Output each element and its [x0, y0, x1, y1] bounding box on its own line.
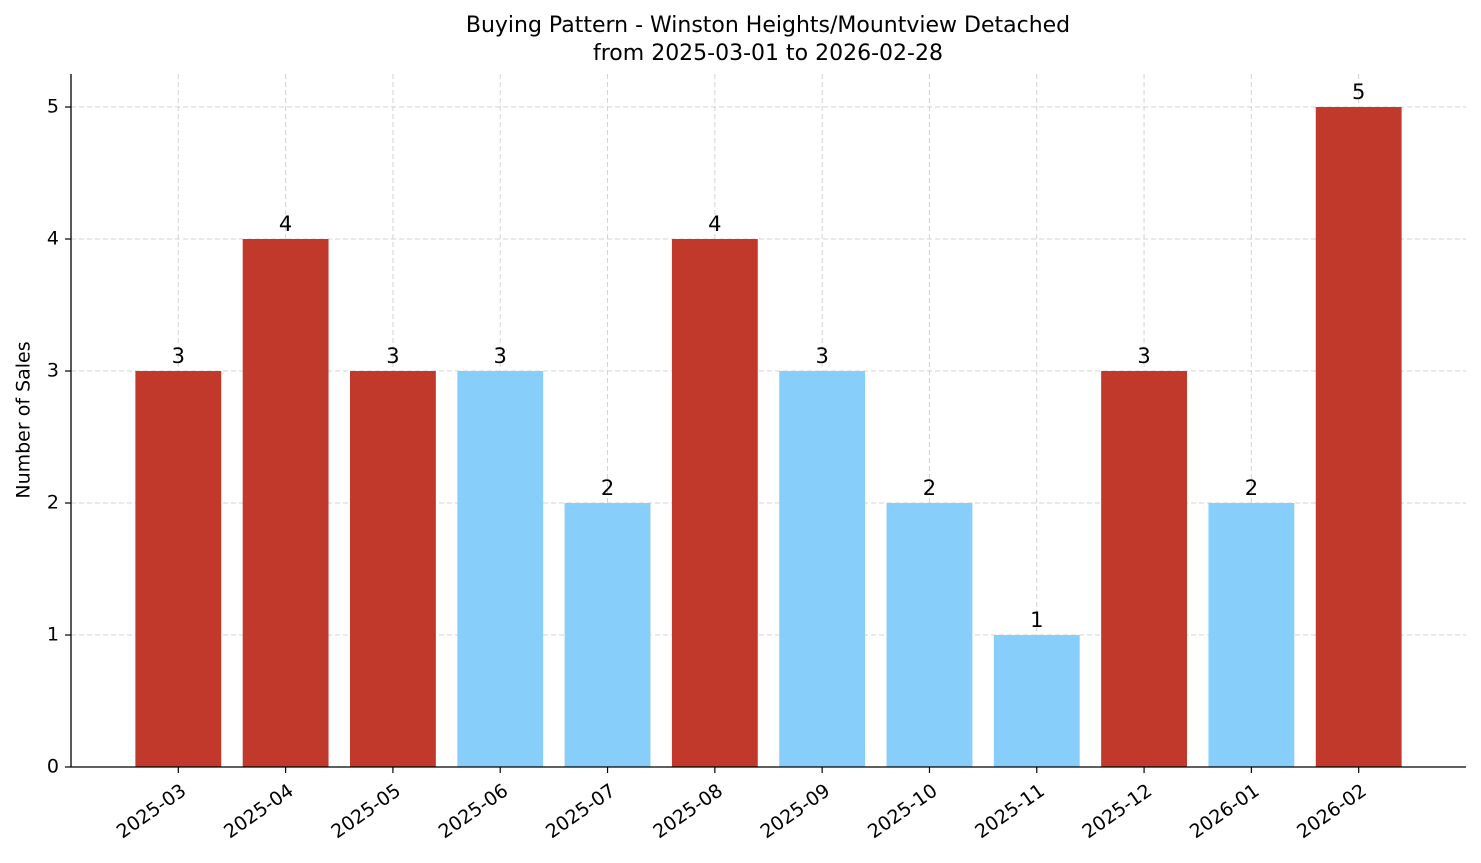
y-tick-label: 5: [47, 96, 59, 118]
data-label: 1: [1030, 608, 1043, 632]
bar: [564, 503, 651, 767]
chart-title: Buying Pattern - Winston Heights/Mountvi…: [466, 13, 1070, 38]
x-tick-label: 2025-07: [542, 780, 620, 844]
y-tick-label: 4: [47, 228, 59, 250]
data-label: 5: [1352, 80, 1365, 104]
data-label: 3: [815, 344, 828, 368]
data-label: 2: [601, 476, 614, 500]
bar: [779, 371, 866, 767]
plot: 3 4 3 3 2 4 3 2 1 3 2 5: [135, 80, 1402, 767]
x-tick-label: 2025-12: [1078, 780, 1156, 844]
x-tick-label: 2025-03: [113, 780, 191, 844]
bar: [993, 635, 1080, 767]
data-label: 3: [1137, 344, 1150, 368]
x-tick-label: 2026-02: [1293, 780, 1371, 844]
bar: [1101, 371, 1187, 767]
bar: [1315, 107, 1402, 767]
data-label: 2: [923, 476, 936, 500]
y-tick-label: 1: [47, 624, 59, 646]
bar: [135, 371, 222, 767]
x-tick-label: 2025-11: [971, 780, 1049, 844]
chart-subtitle: from 2025-03-01 to 2026-02-28: [593, 41, 943, 66]
data-label: 2: [1245, 476, 1258, 500]
data-label: 3: [386, 344, 399, 368]
bar: [457, 371, 544, 767]
x-tick-label: 2025-10: [864, 780, 942, 844]
bar: [1208, 503, 1295, 767]
y-axis-label: Number of Sales: [13, 341, 35, 498]
x-tick-label: 2025-05: [327, 780, 405, 844]
bar: [886, 503, 973, 767]
y-tick-label: 0: [47, 756, 59, 778]
x-tick-label: 2025-06: [435, 780, 513, 844]
data-label: 4: [279, 212, 292, 236]
x-tick-label: 2025-09: [757, 780, 835, 844]
data-label: 4: [708, 212, 721, 236]
y-tick-label: 2: [47, 492, 59, 514]
x-tick-label: 2025-04: [220, 780, 298, 844]
data-label: 3: [494, 344, 507, 368]
bar: [671, 239, 758, 767]
x-tick-label: 2026-01: [1186, 780, 1264, 844]
x-tick-label: 2025-08: [649, 780, 727, 844]
data-label: 3: [172, 344, 185, 368]
bar: [242, 239, 329, 767]
y-tick-label: 3: [47, 360, 59, 382]
bar: [350, 371, 436, 767]
